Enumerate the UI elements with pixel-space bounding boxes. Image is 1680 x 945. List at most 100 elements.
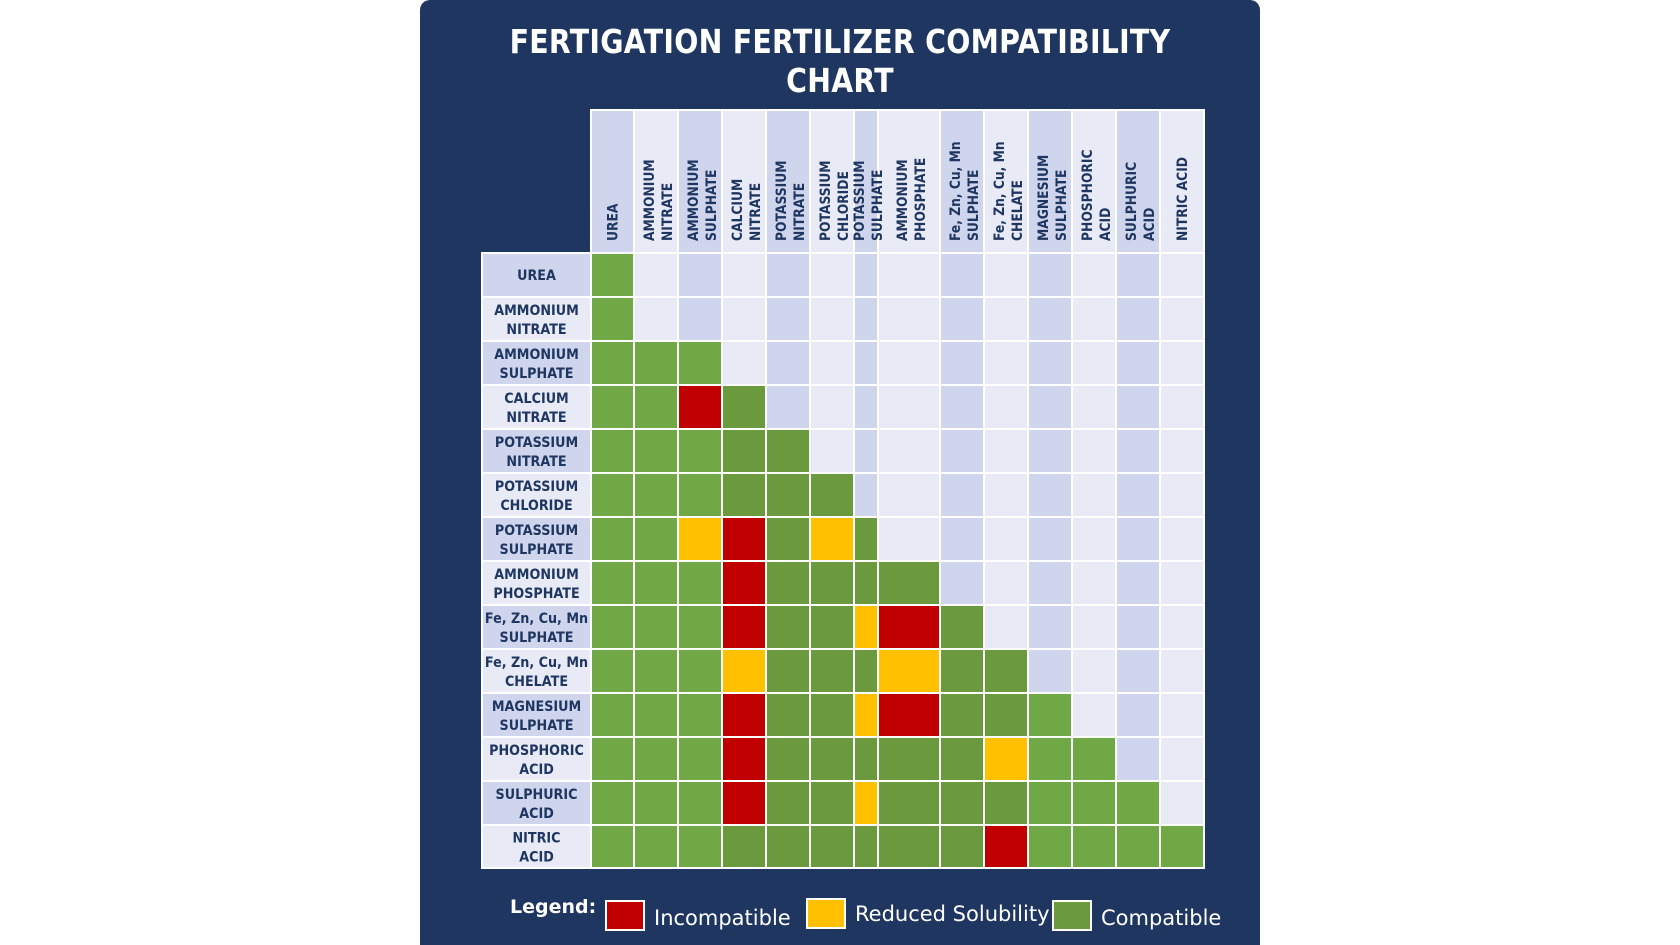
matrix-cell-compatible [853,516,879,562]
matrix-cell-empty [1027,648,1073,694]
legend-swatch-compatible [1052,900,1092,931]
matrix-cell-empty [983,560,1029,606]
matrix-cell-empty [1115,692,1161,738]
column-label: AMMONIUM PHOSPHATE [895,158,929,241]
matrix-cell-compatible [721,824,767,869]
matrix-cell-reduced-solubility [853,692,879,738]
column-header-cell [939,109,985,254]
matrix-cell-empty [721,296,767,342]
matrix-cell-reduced-solubility [853,604,879,650]
row-label: MAGNESIUM SULPHATE [492,698,581,734]
matrix-cell-compatible [809,692,855,738]
row-label: PHOSPHORIC ACID [489,742,584,778]
matrix-cell-empty [1159,296,1205,342]
matrix-cell-empty [877,428,941,474]
matrix-cell-compatible [633,780,679,826]
matrix-cell-empty [1027,560,1073,606]
matrix-cell-empty [939,516,985,562]
matrix-cell-compatible [809,472,855,518]
matrix-cell-compatible [1115,824,1161,869]
matrix-cell-empty [853,384,879,430]
matrix-cell-compatible [677,340,723,386]
matrix-cell-empty [877,296,941,342]
row-label: UREA [517,267,556,284]
matrix-cell-compatible [633,692,679,738]
matrix-cell-compatible [765,604,811,650]
matrix-cell-compatible [677,604,723,650]
column-label: POTASSIUM NITRATE [774,161,808,241]
column-header-cell [1027,109,1073,254]
matrix-cell-empty [809,428,855,474]
column-label: SULPHURIC ACID [1124,162,1158,241]
matrix-cell-reduced-solubility [721,648,767,694]
matrix-cell-compatible [590,648,635,694]
matrix-cell-compatible [877,736,941,782]
matrix-cell-empty [765,296,811,342]
matrix-cell-compatible [633,516,679,562]
column-label: AMMONIUM SULPHATE [686,159,720,241]
matrix-cell-empty [1027,428,1073,474]
matrix-cell-compatible [721,428,767,474]
matrix-cell-empty [633,296,679,342]
matrix-cell-compatible [939,692,985,738]
matrix-cell-empty [983,472,1029,518]
matrix-cell-compatible [590,560,635,606]
matrix-cell-incompatible [721,736,767,782]
matrix-cell-compatible [809,648,855,694]
matrix-cell-compatible [765,736,811,782]
matrix-cell-empty [809,340,855,386]
matrix-cell-compatible [765,516,811,562]
matrix-cell-incompatible [721,692,767,738]
matrix-cell-empty [1159,604,1205,650]
matrix-cell-compatible [633,384,679,430]
matrix-cell-empty [877,252,941,298]
matrix-cell-empty [1027,296,1073,342]
matrix-cell-compatible [939,604,985,650]
matrix-cell-compatible [1027,692,1073,738]
column-label: UREA [606,203,622,241]
matrix-cell-empty [877,516,941,562]
matrix-cell-empty [1115,648,1161,694]
legend-swatch-reduced-solubility [806,898,846,929]
matrix-cell-compatible [765,692,811,738]
matrix-cell-empty [983,428,1029,474]
matrix-cell-empty [1115,296,1161,342]
matrix-cell-empty [1115,340,1161,386]
matrix-cell-compatible [765,428,811,474]
matrix-cell-empty [983,296,1029,342]
matrix-cell-empty [1071,472,1117,518]
matrix-cell-empty [1115,516,1161,562]
matrix-cell-compatible [590,428,635,474]
legend-swatch-incompatible [605,900,645,931]
matrix-cell-incompatible [877,692,941,738]
row-label: AMMONIUM PHOSPHATE [493,566,579,602]
matrix-cell-compatible [853,824,879,869]
matrix-cell-compatible [633,824,679,869]
matrix-cell-compatible [721,472,767,518]
matrix-cell-empty [1159,516,1205,562]
matrix-cell-compatible [983,648,1029,694]
matrix-cell-empty [853,296,879,342]
matrix-cell-compatible [590,296,635,342]
matrix-cell-empty [939,428,985,474]
matrix-cell-compatible [809,604,855,650]
matrix-cell-empty [939,296,985,342]
legend-text-incompatible: Incompatible [654,906,791,930]
matrix-cell-empty [1071,384,1117,430]
matrix-cell-empty [853,428,879,474]
column-label: CALCIUM NITRATE [730,179,764,241]
matrix-cell-compatible [1071,736,1117,782]
matrix-cell-empty [677,296,723,342]
matrix-cell-compatible [633,428,679,474]
matrix-cell-empty [939,340,985,386]
matrix-cell-compatible [633,472,679,518]
matrix-cell-empty [983,516,1029,562]
matrix-cell-compatible [677,472,723,518]
row-label: SULPHURIC ACID [496,786,578,822]
matrix-cell-incompatible [677,384,723,430]
matrix-cell-empty [1159,252,1205,298]
matrix-cell-compatible [809,560,855,606]
matrix-cell-compatible [809,780,855,826]
row-label: Fe, Zn, Cu, Mn CHELATE [485,654,588,690]
matrix-cell-empty [1071,648,1117,694]
